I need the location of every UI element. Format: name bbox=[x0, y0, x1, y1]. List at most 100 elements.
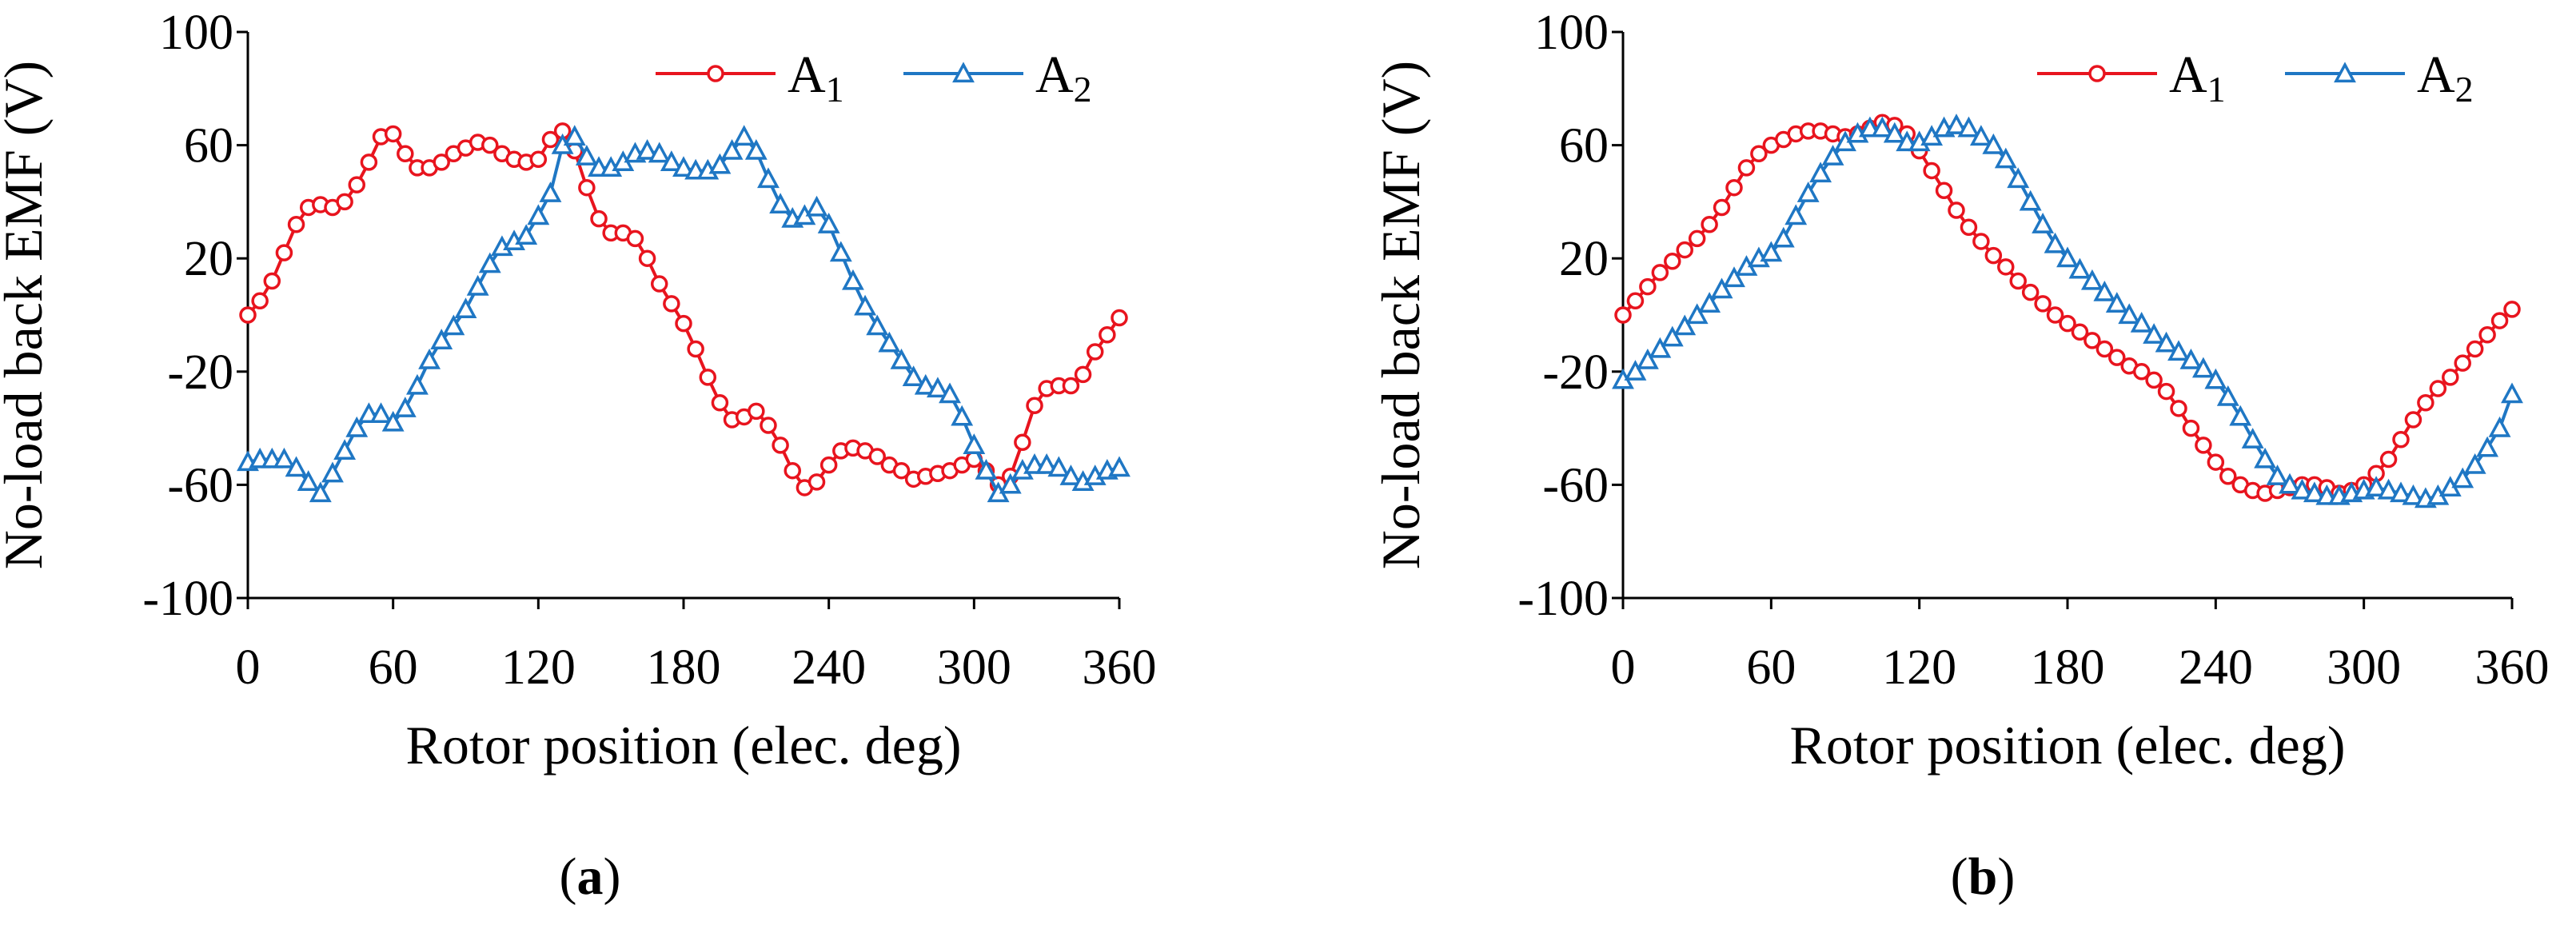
data-point bbox=[939, 382, 961, 404]
x-tick-label: 0 bbox=[1611, 640, 1636, 695]
panel-label-letter: b bbox=[1968, 847, 1998, 906]
x-tick-label: 360 bbox=[2475, 640, 2550, 695]
data-point bbox=[393, 397, 417, 417]
data-point bbox=[1760, 241, 1783, 262]
data-point bbox=[1982, 133, 2005, 154]
legend-label: A1 bbox=[2169, 46, 2226, 110]
data-point bbox=[1772, 226, 1795, 248]
y-tick-label: 100 bbox=[1534, 6, 1609, 60]
y-tick-label: 20 bbox=[1559, 232, 1609, 286]
data-point bbox=[430, 329, 453, 349]
data-point bbox=[527, 204, 550, 225]
data-point bbox=[672, 156, 695, 177]
data-point bbox=[1636, 348, 1659, 369]
legend-item: A2 bbox=[2285, 46, 2474, 110]
data-point bbox=[2095, 340, 2114, 358]
data-point bbox=[975, 459, 998, 480]
y-tick-label: -100 bbox=[1517, 572, 1609, 626]
data-point bbox=[345, 416, 369, 437]
data-point bbox=[2046, 306, 2064, 324]
data-point bbox=[1614, 306, 1632, 324]
data-point bbox=[926, 377, 949, 398]
legend-marker bbox=[2088, 65, 2106, 82]
series-A2 bbox=[237, 125, 1130, 503]
data-point bbox=[1661, 325, 1684, 347]
x-tick-label: 240 bbox=[2179, 640, 2253, 695]
data-point bbox=[1014, 433, 1031, 452]
data-point bbox=[239, 306, 257, 324]
data-point bbox=[1035, 453, 1059, 474]
data-point bbox=[626, 229, 644, 248]
data-point bbox=[2155, 331, 2178, 353]
data-point bbox=[2490, 312, 2509, 329]
data-point bbox=[675, 314, 692, 333]
data-point bbox=[1673, 314, 1697, 336]
data-point bbox=[2365, 476, 2388, 497]
data-point bbox=[433, 154, 450, 171]
data-point bbox=[772, 437, 789, 454]
data-point bbox=[263, 272, 281, 290]
legend-item: A2 bbox=[903, 46, 1092, 110]
panel-label-letter: a bbox=[577, 847, 604, 906]
data-point bbox=[1972, 233, 1990, 250]
x-tick-label: 300 bbox=[937, 640, 1011, 695]
legend: A1 A2 bbox=[656, 46, 1092, 110]
data-point bbox=[1111, 309, 1128, 327]
data-point bbox=[381, 410, 405, 432]
data-point bbox=[720, 138, 744, 160]
data-point bbox=[892, 461, 911, 480]
data-point bbox=[1710, 277, 1733, 299]
data-point bbox=[2034, 295, 2052, 313]
data-point bbox=[466, 274, 489, 296]
data-point bbox=[2402, 484, 2425, 505]
data-point bbox=[2454, 354, 2471, 372]
data-point bbox=[369, 402, 393, 423]
data-point bbox=[1997, 258, 2015, 276]
y-tick-label: -100 bbox=[142, 572, 233, 626]
data-point bbox=[963, 433, 986, 454]
data-point bbox=[1639, 277, 1657, 296]
data-point bbox=[2501, 382, 2523, 404]
data-point bbox=[397, 145, 414, 162]
data-point bbox=[1984, 246, 2003, 265]
y-tick-label: 60 bbox=[1559, 119, 1609, 173]
data-point bbox=[663, 295, 680, 313]
data-point bbox=[1047, 456, 1071, 477]
legend-marker bbox=[952, 62, 975, 83]
data-point bbox=[1086, 343, 1104, 361]
data-point bbox=[1994, 147, 2017, 169]
data-point bbox=[1099, 326, 1116, 344]
legend-marker bbox=[2334, 62, 2356, 83]
data-point bbox=[2442, 369, 2459, 386]
data-point bbox=[578, 178, 596, 197]
data-point bbox=[2032, 213, 2055, 233]
panel-label-open: ( bbox=[560, 847, 577, 906]
data-point bbox=[2390, 481, 2412, 503]
data-point bbox=[2191, 357, 2215, 378]
data-point bbox=[336, 193, 353, 211]
data-point bbox=[2044, 232, 2067, 253]
data-point bbox=[1948, 201, 1965, 219]
data-point bbox=[251, 292, 269, 310]
data-point bbox=[732, 125, 756, 146]
data-point bbox=[2254, 447, 2277, 468]
panel-label-close: ) bbox=[604, 847, 621, 906]
data-point bbox=[866, 314, 889, 336]
data-point bbox=[2404, 411, 2422, 429]
y-tick-label: -20 bbox=[1542, 345, 1609, 400]
data-point bbox=[2503, 301, 2521, 318]
panel-label: (a) bbox=[560, 847, 621, 906]
data-point bbox=[1960, 218, 1978, 237]
data-point bbox=[2157, 382, 2175, 401]
data-point bbox=[2392, 431, 2410, 449]
data-point bbox=[748, 402, 765, 421]
data-point bbox=[2207, 453, 2225, 471]
data-point bbox=[829, 241, 852, 262]
data-point bbox=[590, 209, 608, 228]
data-point bbox=[2417, 393, 2434, 412]
legend-item: A1 bbox=[656, 46, 844, 110]
data-point bbox=[529, 150, 548, 169]
data-point bbox=[711, 393, 729, 412]
